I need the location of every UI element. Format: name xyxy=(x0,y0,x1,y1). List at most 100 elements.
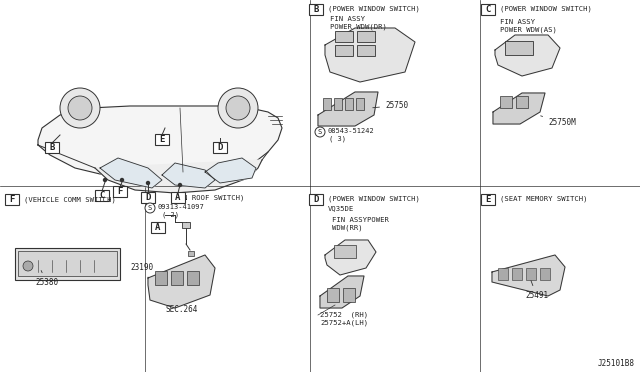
Bar xyxy=(18,251,117,276)
Bar xyxy=(334,98,342,110)
Text: (VEHICLE COMM SWITCH): (VEHICLE COMM SWITCH) xyxy=(24,197,116,203)
Text: 25750: 25750 xyxy=(372,101,408,110)
Bar xyxy=(309,4,323,15)
Bar xyxy=(334,245,356,258)
Text: SEC.264: SEC.264 xyxy=(165,305,197,314)
Bar xyxy=(45,142,59,153)
Text: F: F xyxy=(117,187,123,196)
Circle shape xyxy=(315,127,325,137)
Bar xyxy=(526,268,536,280)
Text: B: B xyxy=(49,143,54,152)
Text: 25752+A(LH): 25752+A(LH) xyxy=(320,320,368,327)
Bar xyxy=(335,45,353,56)
Circle shape xyxy=(226,96,250,120)
Text: 25752  (RH): 25752 (RH) xyxy=(320,311,368,317)
Bar xyxy=(151,222,165,233)
Bar xyxy=(500,96,512,108)
Bar xyxy=(512,268,522,280)
Text: A: A xyxy=(175,193,180,202)
Text: S: S xyxy=(318,129,322,135)
Text: POWER WDW(DR): POWER WDW(DR) xyxy=(330,24,387,30)
Circle shape xyxy=(145,203,155,213)
Circle shape xyxy=(120,179,124,182)
Text: F: F xyxy=(10,195,15,204)
Bar xyxy=(357,31,375,42)
Bar xyxy=(155,134,169,145)
Bar xyxy=(516,96,528,108)
Bar xyxy=(498,268,508,280)
Text: D: D xyxy=(314,195,319,204)
Text: (POWER WINDOW SWITCH): (POWER WINDOW SWITCH) xyxy=(328,6,420,12)
Text: 09313-41097: 09313-41097 xyxy=(157,204,204,210)
Text: C: C xyxy=(485,5,491,14)
Bar xyxy=(187,271,199,285)
Bar xyxy=(113,186,127,197)
Text: E: E xyxy=(159,135,164,144)
Text: 25491: 25491 xyxy=(525,280,548,300)
Polygon shape xyxy=(95,160,262,193)
Bar xyxy=(323,98,331,110)
Polygon shape xyxy=(318,92,378,126)
Circle shape xyxy=(147,182,150,185)
Text: D: D xyxy=(145,193,150,202)
Polygon shape xyxy=(325,28,415,82)
Text: 08543-51242: 08543-51242 xyxy=(327,128,374,134)
Bar xyxy=(481,4,495,15)
Text: J25101B8: J25101B8 xyxy=(598,359,635,368)
Text: VQ35DE: VQ35DE xyxy=(328,205,355,211)
Polygon shape xyxy=(325,240,376,275)
Bar xyxy=(155,271,167,285)
Text: FIN ASSY: FIN ASSY xyxy=(500,19,535,25)
Text: S: S xyxy=(148,205,152,211)
Bar xyxy=(327,288,339,302)
Circle shape xyxy=(68,96,92,120)
Circle shape xyxy=(104,179,106,182)
Bar xyxy=(343,288,355,302)
Circle shape xyxy=(23,261,33,271)
Text: A: A xyxy=(156,223,161,232)
Text: WDW(RR): WDW(RR) xyxy=(332,225,363,231)
Polygon shape xyxy=(100,158,162,188)
Polygon shape xyxy=(205,158,256,183)
Bar xyxy=(309,194,323,205)
Circle shape xyxy=(179,183,182,186)
Text: D: D xyxy=(218,143,223,152)
Text: FIN ASSYPOWER: FIN ASSYPOWER xyxy=(332,217,389,223)
Bar xyxy=(171,192,185,203)
Text: (POWER WINDOW SWITCH): (POWER WINDOW SWITCH) xyxy=(328,196,420,202)
Bar xyxy=(141,192,155,203)
Bar xyxy=(540,268,550,280)
Text: 23190: 23190 xyxy=(130,263,153,278)
Bar xyxy=(5,194,19,205)
Circle shape xyxy=(218,88,258,128)
Bar xyxy=(188,251,194,256)
Polygon shape xyxy=(38,106,282,177)
Bar xyxy=(171,271,183,285)
Text: (POWER WINDOW SWITCH): (POWER WINDOW SWITCH) xyxy=(500,6,592,12)
Bar xyxy=(213,142,227,153)
Bar xyxy=(345,98,353,110)
Text: B: B xyxy=(314,5,319,14)
Text: (SEAT MEMORY SWITCH): (SEAT MEMORY SWITCH) xyxy=(500,196,588,202)
Text: ( 2): ( 2) xyxy=(162,212,179,218)
Bar xyxy=(182,222,190,228)
Text: POWER WDW(AS): POWER WDW(AS) xyxy=(500,27,557,33)
Text: (SUN ROOF SWITCH): (SUN ROOF SWITCH) xyxy=(170,195,244,201)
Polygon shape xyxy=(493,93,545,124)
Circle shape xyxy=(60,88,100,128)
Text: C: C xyxy=(99,191,105,200)
Polygon shape xyxy=(492,255,565,296)
Polygon shape xyxy=(162,163,215,188)
Text: 25380: 25380 xyxy=(35,270,58,287)
Bar xyxy=(15,248,120,280)
Polygon shape xyxy=(320,276,364,308)
Text: E: E xyxy=(485,195,491,204)
Bar xyxy=(505,41,533,55)
Bar xyxy=(95,190,109,201)
Bar xyxy=(481,194,495,205)
Bar xyxy=(356,98,364,110)
Text: ( 3): ( 3) xyxy=(329,136,346,142)
Polygon shape xyxy=(148,255,215,308)
Bar xyxy=(357,45,375,56)
Text: 25750M: 25750M xyxy=(541,116,576,127)
